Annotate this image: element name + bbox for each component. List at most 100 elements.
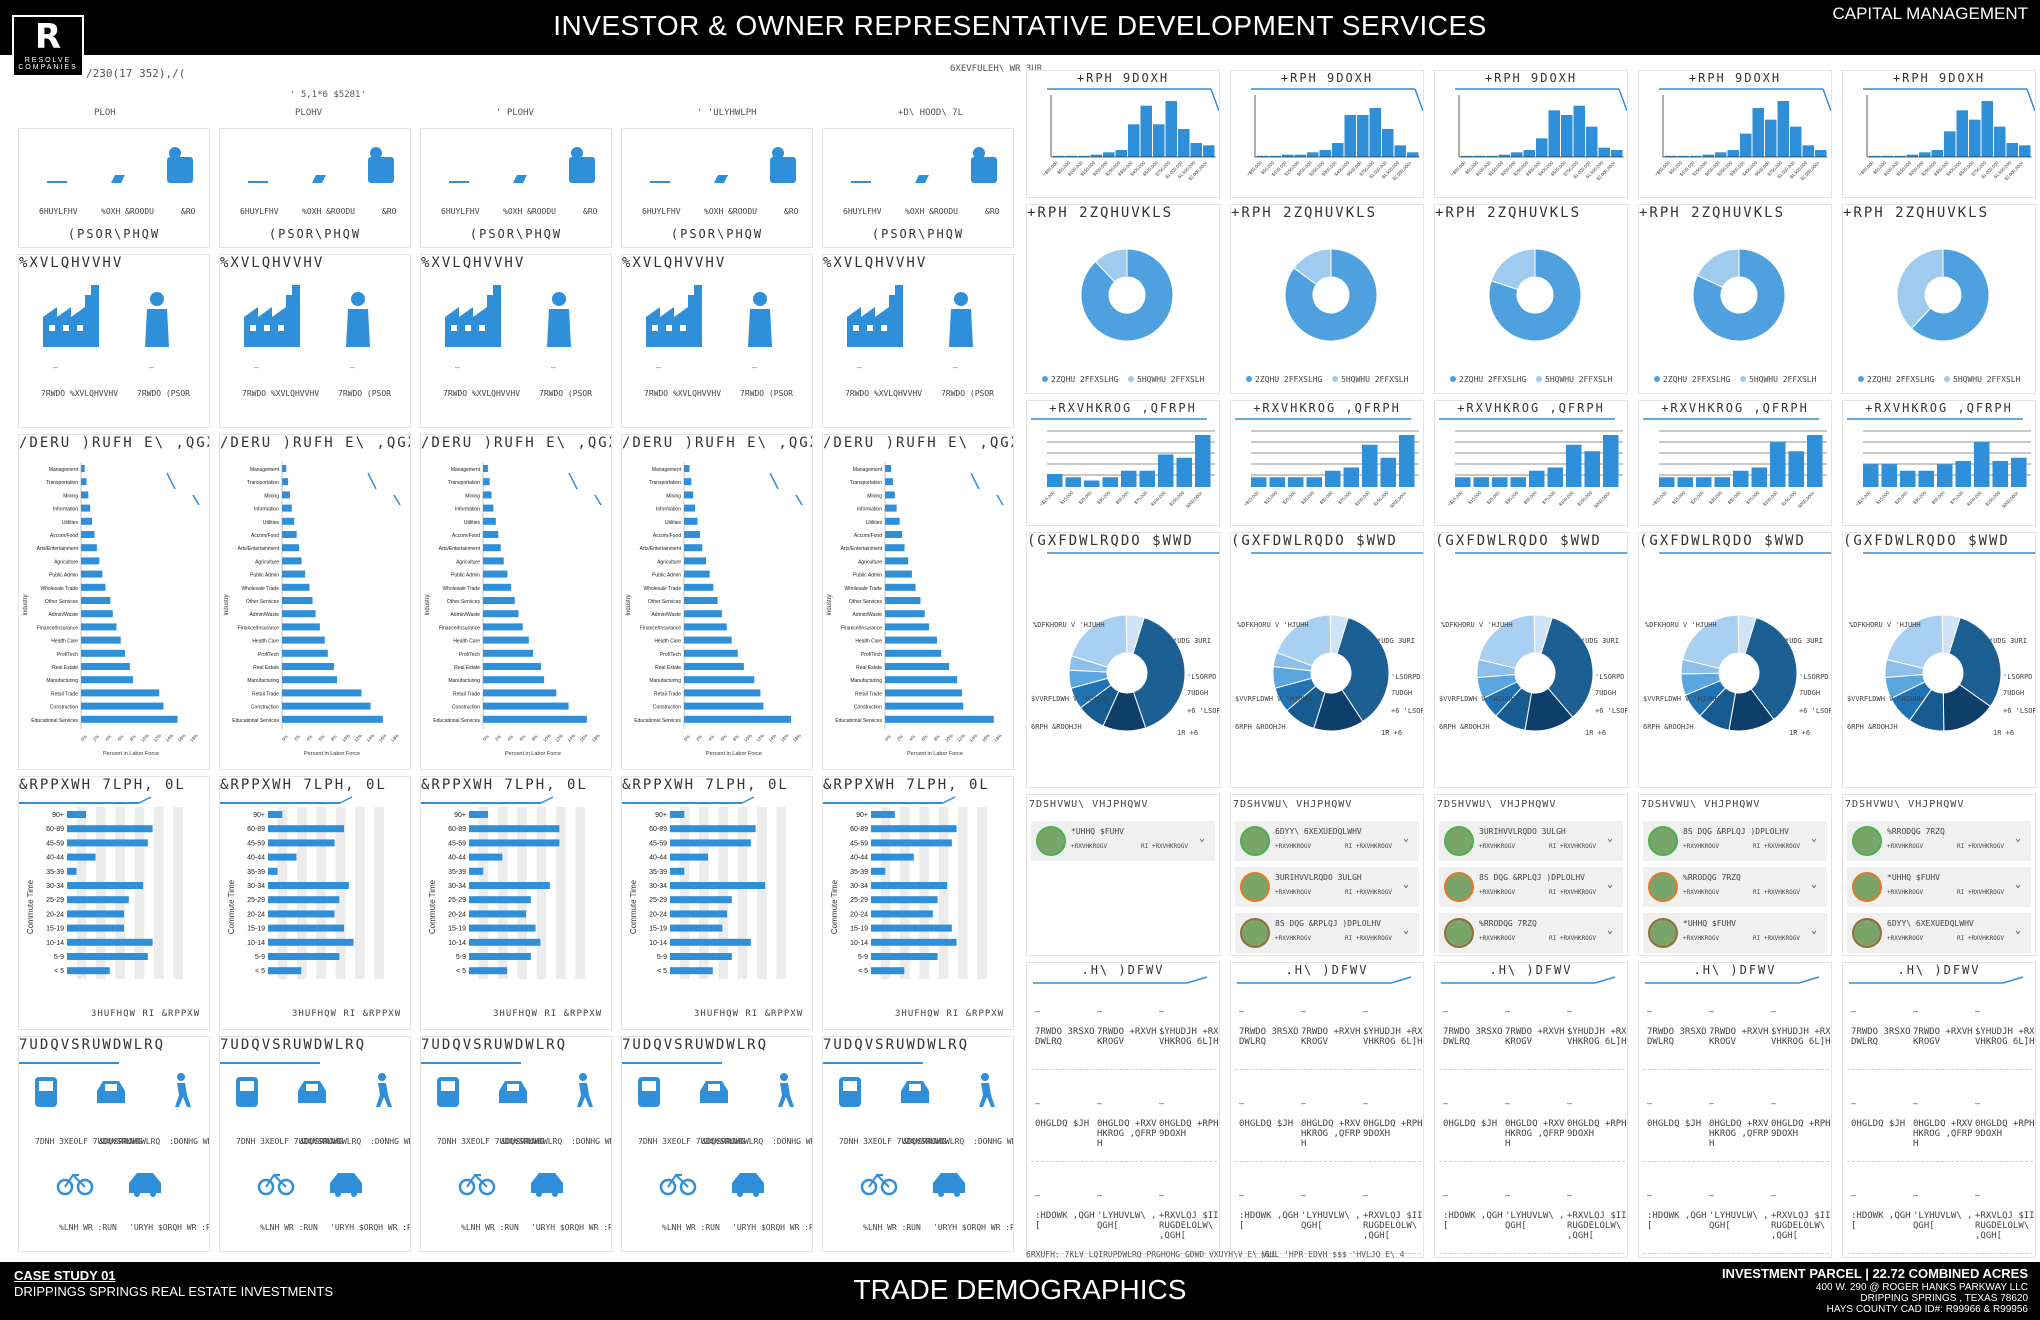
income-tick: $50,000 [1115, 490, 1130, 505]
carpooled-label: &DUSRROHG [702, 1137, 746, 1146]
industry-label: Admin/Waste [48, 612, 78, 618]
employees-value: – [149, 363, 154, 372]
tapestry-segment-row[interactable]: 8S DQG &RPLQJ )DPLOLHV +RXVHKROGV RI +RXVH… [1643, 821, 1827, 861]
home-value-bar [1203, 145, 1215, 157]
home-value-tick: <$50,000 [1246, 160, 1263, 177]
legend-dot [1332, 376, 1338, 382]
bicycle-icon [458, 1173, 496, 1196]
key-fact-label: 7RWDO +RXVHKROGV [1301, 1027, 1361, 1047]
education-slice [1886, 614, 1944, 669]
home-value-bar [1319, 150, 1331, 157]
industry-label: Management [250, 467, 280, 473]
diploma-label: 'LSORPD [1595, 673, 1625, 681]
some-college-label: 6RPH &ROOHJH [1439, 723, 1490, 731]
left-section-header: /230(17 352),/( [86, 67, 186, 80]
associate-label: $VVRFLDWH V 'HJUHH [1439, 695, 1515, 703]
segment-avatar [1240, 826, 1270, 856]
person-head-icon [571, 147, 583, 159]
key-fact-value: – [1913, 1099, 1918, 1108]
home-value-bar [1790, 126, 1802, 157]
industry-label: Information [53, 507, 78, 513]
factory-icon [847, 285, 903, 347]
segment-avatar [1444, 826, 1474, 856]
home-value-bar [1090, 154, 1102, 157]
commute-bar [469, 867, 484, 875]
home-ownership-chart [1450, 248, 1582, 382]
industry-label: Information [455, 507, 480, 513]
industry-label: Finance/Insurance [841, 625, 882, 631]
commute-y-axis-label: Commute Time [830, 879, 839, 934]
key-fact-label: $YHUDJH +RXVHKROG 6L]H [1159, 1027, 1219, 1047]
key-fact-value: – [1159, 1099, 1164, 1108]
commute-bar [670, 953, 732, 960]
tapestry-segment-row[interactable]: %RRODQG 7RZQ +RXVHKROGV RI +RXVHKROGV ⌄ [1847, 821, 2031, 861]
industry-label: Transportation [448, 480, 480, 486]
tapestry-segment-row[interactable]: 3URIHVVLRQDO 3ULGH +RXVHKROGV RI +RXVHKROG… [1439, 821, 1623, 861]
key-fact-label: :HDOWK ,QGH[ [1851, 1211, 1911, 1231]
industry-label: Mining [465, 493, 480, 499]
industry-axis-tick: 2% [896, 734, 904, 742]
tapestry-segment-row[interactable]: %RRODQG 7RZQ +RXVHKROGV RI +RXVHKROGV ⌄ [1439, 913, 1623, 953]
key-fact-label: :HDOWK ,QGH[ [1443, 1211, 1503, 1231]
white-collar-label: &RO [583, 207, 598, 216]
industry-bar [684, 689, 761, 697]
tapestry-segment-row[interactable]: 8S DQG &RPLQJ )DPLOLHV +RXVHKROGV RI +RXVH… [1439, 867, 1623, 907]
industry-bar [282, 517, 295, 525]
industry-bar [885, 663, 950, 670]
commute-tick-label: 60-89 [850, 826, 868, 833]
car-icon [700, 1081, 728, 1103]
some-college-label: 6RPH &ROOHJH [1235, 723, 1286, 731]
tapestry-segment-row[interactable]: *UHHQ $FUHV +RXVHKROGV RI +RXVHKROGV ⌄ [1031, 821, 1215, 861]
industry-bar [483, 623, 523, 631]
industry-axis-tick: 6% [921, 734, 929, 742]
industry-axis-tick: 12% [755, 733, 765, 743]
tapestry-segment-row[interactable]: *UHHQ $FUHV +RXVHKROGV RI +RXVHKROGV ⌄ [1847, 867, 2031, 907]
car-icon [298, 1081, 326, 1103]
segment-pct-households: RI +RXVHKROGV [1345, 935, 1392, 942]
trade-label: 7UDGH [1391, 689, 1413, 697]
industry-label: Manufacturing [850, 678, 882, 684]
industry-axis-tick: 14% [567, 733, 577, 743]
key-fact-value: – [1239, 1099, 1244, 1108]
car-icon [97, 1081, 125, 1103]
home-value-bar [1777, 101, 1789, 157]
income-bar [1955, 461, 1971, 487]
industry-bar [81, 649, 125, 657]
home-value-bar [1178, 129, 1190, 157]
key-fact-label: 7RWDO +RXVHKROGV [1097, 1027, 1157, 1047]
segment-households: +RXVHKROGV [1275, 935, 1312, 942]
accent-line [393, 494, 401, 506]
industry-label: Prof/Tech [861, 652, 882, 658]
tapestry-segment-row[interactable]: 6DYY\ 6XEXUEDQLWHV +RXVHKROGV RI +RXVHKROG… [1235, 821, 1419, 861]
grad-label: *UDG 3URI [1989, 637, 2027, 645]
income-bar [1084, 480, 1100, 487]
tapestry-panel-1: 7DSHVWU\ VHJPHQWV 6DYY\ 6XEXUEDQLWHV +RXVH… [1230, 794, 1424, 956]
tapestry-segment-row[interactable]: *UHHQ $FUHV +RXVHKROGV RI +RXVHKROGV ⌄ [1643, 913, 1827, 953]
segment-avatar [1648, 872, 1678, 902]
industry-axis-tick: 10% [944, 733, 954, 743]
bachelor-label: %DFKHORU V 'HJUHH [1849, 621, 1921, 629]
commute-tick-label: 25-29 [850, 897, 868, 904]
key-fact-label: 'LYHUVLW\ ,QGH[ [1709, 1211, 1769, 1231]
industry-bar [483, 663, 542, 670]
hs-label: +6 'LSORPD [1391, 707, 1424, 715]
grad-label: *UDG 3URI [1377, 637, 1415, 645]
white-collar-label: &RO [181, 207, 196, 216]
bachelor-label: %DFKHORU V 'HJUHH [1033, 621, 1105, 629]
industry-bar [885, 649, 942, 657]
businesses-panel-1: %XVLQHVVHV – – 7RWDO %XVLQHVVHV 7RWDO (PSOR [219, 254, 411, 428]
tapestry-segment-row[interactable]: 3URIHVVLRQDO 3ULGH +RXVHKROGV RI +RXVHKROG… [1235, 867, 1419, 907]
key-fact-label: 7RWDO 3RSXODWLRQ [1647, 1027, 1707, 1047]
segment-households: +RXVHKROGV [1683, 935, 1720, 942]
tapestry-segment-row[interactable]: 6DYY\ 6XEXUEDQLWHV +RXVHKROGV RI +RXVHKROG… [1847, 913, 2031, 953]
ownership-slice [1094, 248, 1128, 283]
train-icon [35, 1077, 57, 1107]
tapestry-segment-row[interactable]: %RRODQG 7RZQ +RXVHKROGV RI +RXVHKROGV ⌄ [1643, 867, 1827, 907]
industry-bar [684, 557, 706, 565]
commute-bar [67, 953, 148, 960]
industry-bar [684, 702, 764, 710]
key-fact-label: 0HGLDQ +RPH 9DOXH [1567, 1119, 1627, 1139]
car-icon [531, 1173, 563, 1197]
industry-bar [81, 715, 178, 723]
tapestry-segment-row[interactable]: 8S DQG &RPLQJ )DPLOLHV +RXVHKROGV RI +RXVH… [1235, 913, 1419, 953]
